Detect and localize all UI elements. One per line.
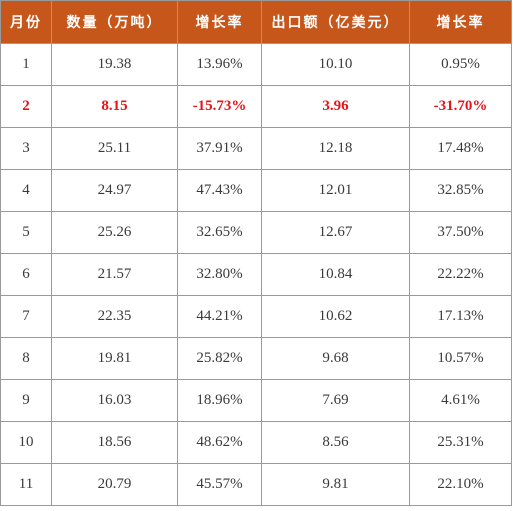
- cell-value-growth: 10.57%: [409, 337, 512, 380]
- cell-month: 5: [0, 211, 52, 254]
- cell-value-growth: 32.85%: [409, 169, 512, 212]
- cell-quantity: 25.26: [51, 211, 178, 254]
- cell-export-value: 12.18: [261, 127, 410, 170]
- table-row: 11 20.79 45.57% 9.81 22.10%: [0, 463, 512, 506]
- cell-month: 8: [0, 337, 52, 380]
- cell-month: 4: [0, 169, 52, 212]
- table-row: 1 19.38 13.96% 10.10 0.95%: [0, 43, 512, 86]
- cell-export-value: 9.81: [261, 463, 410, 506]
- cell-export-value: 9.68: [261, 337, 410, 380]
- cell-export-value: 10.84: [261, 253, 410, 296]
- cell-export-value: 8.56: [261, 421, 410, 464]
- table-header-row: 月份 数量（万吨） 增长率 出口额（亿美元） 增长率: [0, 0, 512, 44]
- cell-quantity: 24.97: [51, 169, 178, 212]
- cell-export-value: 7.69: [261, 379, 410, 422]
- table-body: 1 19.38 13.96% 10.10 0.95% 2 8.15 -15.73% 3.96 -3…: [0, 43, 512, 506]
- cell-quantity: 8.15: [51, 85, 178, 128]
- cell-quantity-growth: 25.82%: [177, 337, 262, 380]
- cell-value-growth: 4.61%: [409, 379, 512, 422]
- cell-quantity-growth: 32.65%: [177, 211, 262, 254]
- cell-quantity: 20.79: [51, 463, 178, 506]
- header-quantity: 数量（万吨）: [51, 0, 178, 44]
- cell-export-value: 10.62: [261, 295, 410, 338]
- cell-export-value: 10.10: [261, 43, 410, 86]
- cell-month: 3: [0, 127, 52, 170]
- cell-quantity: 19.38: [51, 43, 178, 86]
- cell-quantity-growth: 44.21%: [177, 295, 262, 338]
- cell-quantity-growth: 18.96%: [177, 379, 262, 422]
- cell-value-growth: 37.50%: [409, 211, 512, 254]
- cell-value-growth: 17.48%: [409, 127, 512, 170]
- cell-value-growth: -31.70%: [409, 85, 512, 128]
- cell-month: 7: [0, 295, 52, 338]
- cell-value-growth: 22.10%: [409, 463, 512, 506]
- cell-month: 11: [0, 463, 52, 506]
- table-row: 5 25.26 32.65% 12.67 37.50%: [0, 211, 512, 254]
- cell-quantity: 16.03: [51, 379, 178, 422]
- header-month: 月份: [0, 0, 52, 44]
- table-row: 10 18.56 48.62% 8.56 25.31%: [0, 421, 512, 464]
- cell-quantity-growth: 32.80%: [177, 253, 262, 296]
- header-quantity-growth: 增长率: [177, 0, 262, 44]
- cell-quantity: 18.56: [51, 421, 178, 464]
- table-row: 6 21.57 32.80% 10.84 22.22%: [0, 253, 512, 296]
- cell-export-value: 12.01: [261, 169, 410, 212]
- cell-quantity-growth: 37.91%: [177, 127, 262, 170]
- cell-month: 9: [0, 379, 52, 422]
- table-row: 2 8.15 -15.73% 3.96 -31.70%: [0, 85, 512, 128]
- table-row: 9 16.03 18.96% 7.69 4.61%: [0, 379, 512, 422]
- cell-export-value: 12.67: [261, 211, 410, 254]
- cell-quantity-growth: 48.62%: [177, 421, 262, 464]
- cell-quantity-growth: -15.73%: [177, 85, 262, 128]
- cell-value-growth: 25.31%: [409, 421, 512, 464]
- header-value-growth: 增长率: [409, 0, 512, 44]
- cell-quantity: 22.35: [51, 295, 178, 338]
- header-export-value: 出口额（亿美元）: [261, 0, 410, 44]
- table-row: 8 19.81 25.82% 9.68 10.57%: [0, 337, 512, 380]
- cell-quantity-growth: 45.57%: [177, 463, 262, 506]
- cell-value-growth: 22.22%: [409, 253, 512, 296]
- cell-month: 1: [0, 43, 52, 86]
- cell-month: 2: [0, 85, 52, 128]
- cell-quantity-growth: 13.96%: [177, 43, 262, 86]
- cell-month: 6: [0, 253, 52, 296]
- table-row: 4 24.97 47.43% 12.01 32.85%: [0, 169, 512, 212]
- cell-quantity-growth: 47.43%: [177, 169, 262, 212]
- table-row: 7 22.35 44.21% 10.62 17.13%: [0, 295, 512, 338]
- cell-quantity: 21.57: [51, 253, 178, 296]
- cell-value-growth: 0.95%: [409, 43, 512, 86]
- cell-quantity: 19.81: [51, 337, 178, 380]
- table-row: 3 25.11 37.91% 12.18 17.48%: [0, 127, 512, 170]
- cell-value-growth: 17.13%: [409, 295, 512, 338]
- cell-export-value: 3.96: [261, 85, 410, 128]
- cell-month: 10: [0, 421, 52, 464]
- cell-quantity: 25.11: [51, 127, 178, 170]
